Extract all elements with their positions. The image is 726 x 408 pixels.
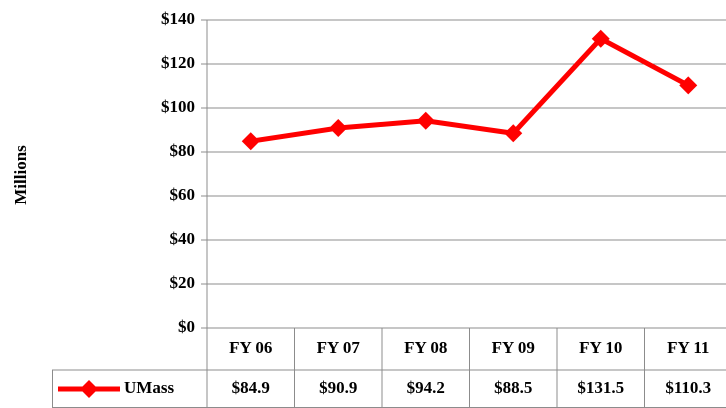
y-tick-label: $40 [170, 229, 196, 248]
y-tick-label: $140 [161, 9, 195, 28]
y-tick-label: $60 [170, 185, 196, 204]
data-label: $90.9 [319, 378, 357, 397]
marker [679, 76, 698, 95]
data-label: $84.9 [232, 378, 270, 397]
y-tick-label: $20 [170, 273, 196, 292]
marker [416, 111, 435, 130]
x-tick-label: FY 11 [667, 338, 709, 357]
x-tick-label: FY 06 [229, 338, 272, 357]
x-tick-label: FY 07 [317, 338, 361, 357]
legend-marker [80, 380, 98, 398]
legend-label: UMass [124, 378, 174, 397]
data-label: $94.2 [407, 378, 445, 397]
y-tick-label: $100 [161, 97, 195, 116]
marker [504, 124, 523, 143]
x-tick-label: FY 08 [404, 338, 447, 357]
y-axis-label: Millions [11, 145, 30, 205]
data-label: $88.5 [494, 378, 532, 397]
marker [241, 132, 260, 151]
line [250, 36, 690, 144]
y-tick-label: $0 [178, 317, 195, 336]
data-label: $110.3 [665, 378, 711, 397]
data-label: $131.5 [577, 378, 624, 397]
x-tick-label: FY 10 [579, 338, 622, 357]
marker [329, 119, 348, 138]
marker [591, 29, 610, 48]
y-tick-label: $120 [161, 53, 195, 72]
y-tick-label: $80 [170, 141, 196, 160]
x-tick-label: FY 09 [492, 338, 535, 357]
